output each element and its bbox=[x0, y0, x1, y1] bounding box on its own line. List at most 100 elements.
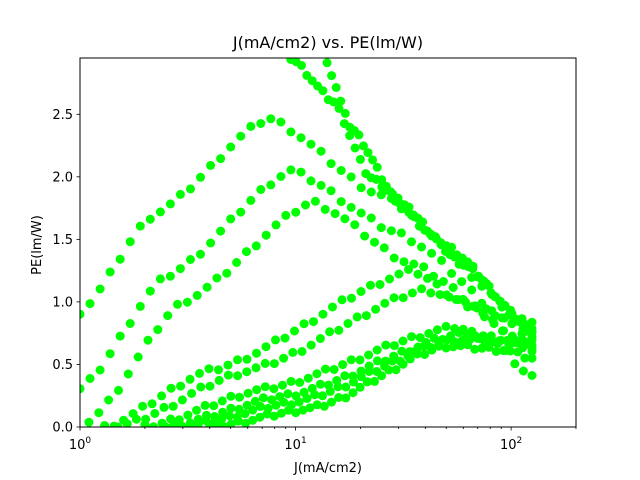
data-point bbox=[133, 352, 143, 362]
data-point bbox=[183, 410, 193, 420]
data-point bbox=[356, 208, 366, 218]
data-point bbox=[325, 327, 335, 337]
data-point bbox=[236, 131, 246, 141]
data-point bbox=[370, 237, 379, 247]
data-point bbox=[340, 371, 350, 381]
data-point bbox=[125, 237, 135, 247]
data-point bbox=[417, 284, 427, 294]
data-point bbox=[236, 207, 246, 217]
data-point bbox=[455, 341, 465, 351]
data-point bbox=[473, 333, 483, 343]
data-point bbox=[248, 405, 258, 415]
data-point bbox=[246, 195, 256, 205]
data-point bbox=[122, 419, 132, 427]
data-point bbox=[427, 345, 437, 355]
data-point bbox=[321, 364, 330, 374]
data-point bbox=[135, 301, 145, 311]
data-point bbox=[214, 375, 224, 385]
data-point bbox=[398, 293, 408, 303]
data-point bbox=[286, 165, 296, 175]
data-point bbox=[441, 321, 451, 331]
data-point bbox=[242, 367, 252, 377]
data-point bbox=[206, 160, 216, 170]
x-tick-label: 101 bbox=[284, 436, 306, 453]
data-point bbox=[269, 384, 279, 394]
data-point bbox=[105, 267, 115, 277]
data-point bbox=[457, 277, 467, 287]
data-point bbox=[359, 141, 368, 151]
data-point bbox=[226, 391, 236, 401]
data-point bbox=[371, 304, 381, 314]
data-point bbox=[291, 207, 301, 217]
data-point bbox=[155, 274, 165, 284]
data-point bbox=[271, 400, 281, 410]
data-point bbox=[125, 319, 135, 328]
data-point bbox=[262, 409, 272, 419]
data-point bbox=[380, 298, 390, 308]
data-point bbox=[226, 142, 236, 152]
data-point bbox=[396, 228, 406, 238]
data-point bbox=[195, 368, 204, 378]
data-point bbox=[387, 356, 397, 366]
data-point bbox=[182, 297, 192, 307]
data-point bbox=[178, 422, 188, 427]
data-point bbox=[364, 350, 374, 360]
data-point bbox=[276, 117, 286, 127]
data-point bbox=[366, 280, 375, 290]
x-axis-label: J(mA/cm2) bbox=[293, 461, 362, 476]
data-point bbox=[448, 283, 458, 292]
data-point bbox=[398, 336, 408, 346]
data-point bbox=[165, 199, 175, 209]
data-point bbox=[338, 360, 348, 370]
data-point bbox=[527, 353, 537, 363]
data-point bbox=[328, 302, 337, 312]
data-point bbox=[224, 411, 234, 421]
data-point bbox=[389, 341, 399, 351]
data-point bbox=[291, 408, 301, 418]
data-point bbox=[470, 344, 480, 354]
data-point bbox=[153, 325, 163, 335]
data-point bbox=[377, 371, 387, 381]
data-point bbox=[472, 303, 482, 313]
y-tick-label: 2.5 bbox=[52, 108, 73, 123]
data-point bbox=[233, 371, 243, 381]
data-point bbox=[166, 383, 176, 393]
data-point bbox=[255, 402, 265, 411]
data-point bbox=[279, 397, 289, 407]
chart-title: J(mA/cm2) vs. PE(lm/W) bbox=[232, 33, 423, 52]
data-point bbox=[206, 238, 216, 248]
data-point bbox=[527, 335, 537, 345]
data-point bbox=[484, 342, 494, 352]
data-point bbox=[217, 396, 227, 406]
data-point bbox=[309, 317, 318, 327]
data-point bbox=[415, 333, 425, 343]
plot-frame bbox=[79, 57, 577, 428]
data-point bbox=[355, 355, 365, 365]
data-point bbox=[326, 159, 336, 169]
data-point bbox=[394, 269, 404, 279]
data-point bbox=[340, 108, 350, 118]
data-point bbox=[281, 210, 291, 220]
data-point bbox=[489, 319, 499, 329]
data-point bbox=[490, 311, 500, 321]
data-point bbox=[504, 339, 514, 349]
data-point bbox=[135, 221, 145, 231]
data-point bbox=[510, 359, 520, 369]
data-point bbox=[302, 394, 312, 403]
data-point bbox=[209, 401, 219, 411]
data-point bbox=[355, 154, 365, 164]
data-point bbox=[316, 146, 326, 156]
data-point bbox=[322, 58, 332, 68]
data-point bbox=[491, 347, 501, 356]
data-point bbox=[361, 311, 371, 321]
data-point bbox=[397, 346, 407, 356]
data-point bbox=[413, 269, 423, 279]
data-point bbox=[334, 393, 344, 402]
data-point bbox=[85, 374, 95, 383]
data-point bbox=[391, 365, 401, 375]
data-point bbox=[336, 197, 346, 207]
data-point bbox=[404, 202, 414, 212]
data-point bbox=[200, 400, 210, 410]
data-point bbox=[280, 333, 290, 343]
data-point bbox=[256, 185, 266, 194]
